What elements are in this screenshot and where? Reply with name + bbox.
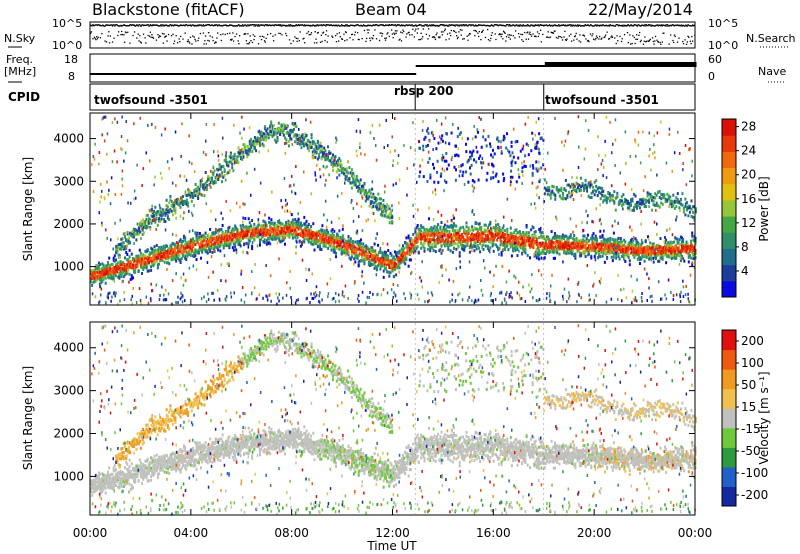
x-tick-label: 08:00	[274, 526, 309, 540]
date-title: 22/May/2014	[588, 0, 693, 19]
cpid-segment-3: twofsound -3501	[545, 93, 659, 107]
colorbar-cell	[722, 183, 736, 201]
y-tick-label: 1000	[53, 469, 84, 483]
colorbar-cell	[722, 199, 736, 217]
freq-unit-label: [MHz]	[4, 65, 37, 78]
nsky-label: N.Sky	[4, 32, 36, 45]
power-colorbar-label: Power [dB]	[757, 176, 771, 241]
colorbar-tick-label: 8	[741, 240, 749, 254]
sky-right-tick-top: 10^5	[708, 17, 739, 30]
colorbar-cell	[722, 232, 736, 249]
colorbar-cell	[722, 264, 736, 282]
freq-right-tick-bottom: 0	[708, 70, 715, 83]
colorbar-tick-label: 4	[741, 264, 749, 278]
beam-title: Beam 04	[355, 0, 427, 19]
colorbar-cell	[722, 408, 736, 429]
colorbar-cell	[722, 369, 736, 390]
cpid-segment-2: rbsp 200	[394, 84, 454, 98]
sky-left-tick-bottom: 10^0	[52, 39, 83, 52]
nave-label: Nave	[758, 65, 787, 78]
x-tick-label: 00:00	[678, 526, 713, 540]
freq-label: Freq.	[6, 53, 34, 66]
x-tick-label: 16:00	[476, 526, 511, 540]
axis-ticks	[89, 113, 696, 515]
y-tick-label: 2000	[53, 217, 84, 231]
colorbar-tick-label: 16	[741, 192, 756, 206]
power-colorbar: 4 8 12 16 20 24 28	[721, 118, 756, 298]
x-tick-label: 12:00	[375, 526, 410, 540]
power-heatmap	[90, 115, 697, 306]
colorbar-cell	[722, 135, 736, 152]
y-tick-label: 4000	[53, 132, 84, 146]
cpid-dividers	[414, 84, 545, 515]
y-tick-label: 3000	[53, 384, 84, 398]
nsearch-label: N.Search	[746, 32, 796, 45]
x-axis-label: Time UT	[366, 539, 417, 553]
cpid-panel-frame	[89, 83, 696, 111]
freq-right-tick-top: 60	[708, 53, 722, 66]
colorbar-cell	[722, 486, 736, 507]
colorbar-frame	[721, 329, 737, 507]
velocity-colorbar: 200 100 50 15 -15 -50 -100 -200	[721, 329, 768, 507]
colorbar-cell	[722, 248, 736, 266]
x-tick-label: 04:00	[174, 526, 209, 540]
y-tick-label: 2000	[53, 427, 84, 441]
colorbar-tick-label: 20	[741, 168, 756, 182]
colorbar-cell	[722, 330, 736, 351]
freq-panel-frame	[89, 53, 696, 83]
colorbar-tick-label: -50	[741, 444, 761, 458]
x-tick-label: 00:00	[73, 526, 108, 540]
velocity-y-axis-label: Slant Range [km]	[21, 366, 35, 470]
sky-right-tick-bottom: 10^0	[708, 39, 739, 52]
colorbar-tick-label: -100	[741, 466, 768, 480]
colorbar-tick-label: 200	[741, 334, 764, 348]
colorbar-cell	[722, 466, 736, 487]
colorbar-tick-label: 12	[741, 216, 756, 230]
velocity-heatmap	[90, 324, 697, 516]
y-tick-label: 3000	[53, 174, 84, 188]
velocity-colorbar-label: Velocity [m s⁻¹]	[757, 371, 771, 464]
colorbar-cell	[722, 119, 736, 136]
colorbar-tick-label: 15	[741, 400, 756, 414]
colorbar-cell	[722, 349, 736, 370]
colorbar-tick-label: 50	[741, 378, 756, 392]
cpid-label: CPID	[8, 90, 41, 104]
x-tick-label: 20:00	[577, 526, 612, 540]
cpid-segment-1: twofsound -3501	[94, 93, 208, 107]
freq-left-tick-bottom: 8	[68, 70, 75, 83]
colorbar-cell	[722, 280, 736, 298]
power-y-axis-label: Slant Range [km]	[21, 157, 35, 261]
colorbar-cell	[722, 427, 736, 448]
colorbar-cell	[722, 216, 736, 233]
sky-noise-series	[90, 24, 696, 46]
colorbar-cell	[722, 388, 736, 409]
colorbar-tick-label: 24	[741, 144, 756, 158]
freq-left-tick-top: 18	[64, 53, 78, 66]
colorbar-tick-label: 100	[741, 356, 764, 370]
colorbar-cell	[722, 151, 736, 169]
colorbar-tick-label: 28	[741, 120, 756, 134]
y-tick-label: 4000	[53, 341, 84, 355]
station-title: Blackstone (fitACF)	[92, 0, 245, 19]
y-tick-label: 1000	[53, 260, 84, 274]
colorbar-frame	[721, 118, 737, 298]
frequency-series	[90, 62, 697, 75]
colorbar-cell	[722, 447, 736, 468]
sky-left-tick-top: 10^5	[52, 17, 83, 30]
colorbar-tick-label: -15	[741, 422, 761, 436]
tick-labels: 00:00 04:00 08:00 12:00 16:00 20:00 00:00 1000 2…	[53, 132, 712, 540]
colorbar-tick-label: -200	[741, 488, 768, 502]
colorbar-cell	[722, 167, 736, 185]
